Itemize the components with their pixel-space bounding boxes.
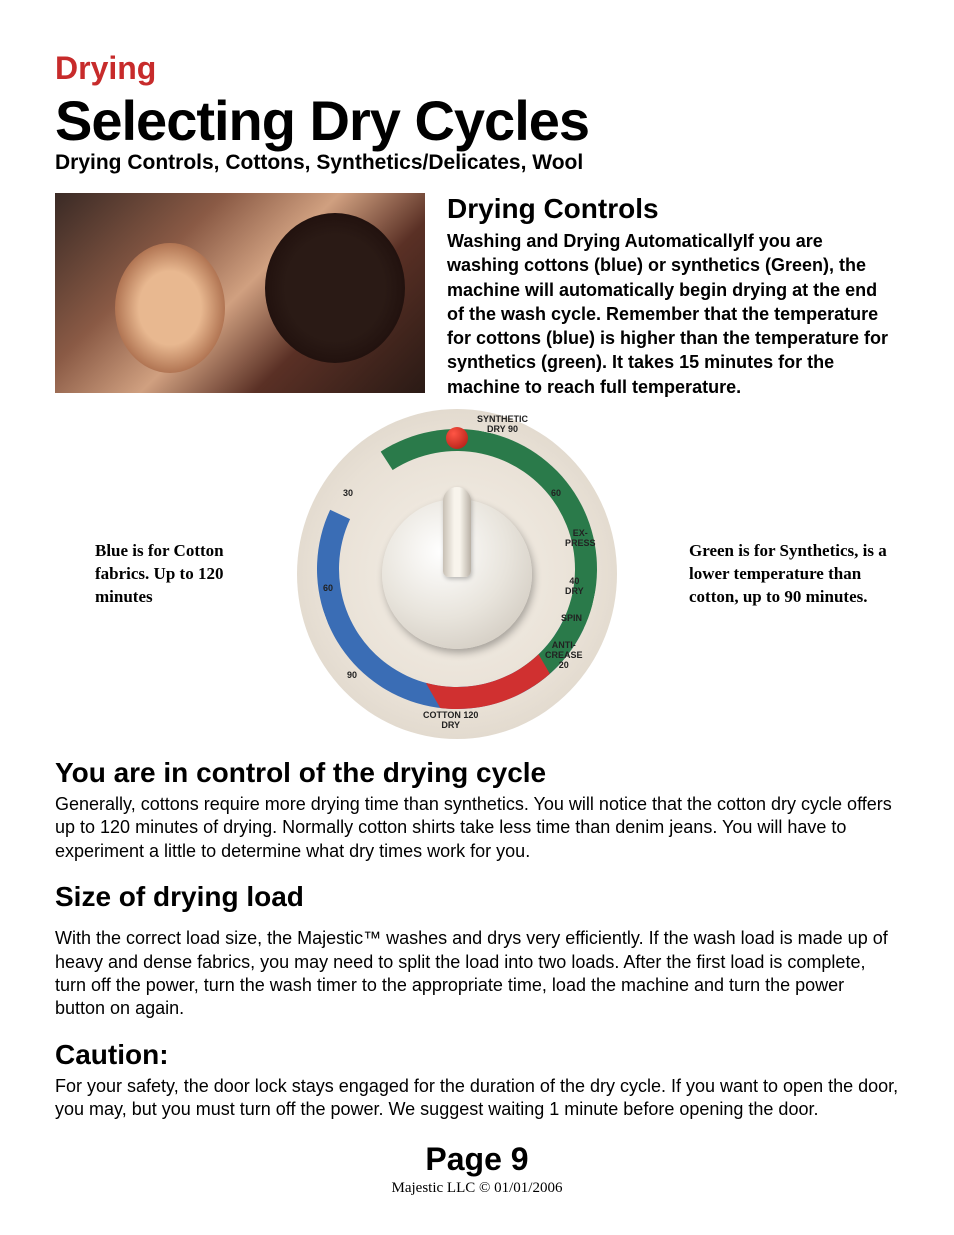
dial-knob bbox=[382, 499, 532, 649]
dial-label-30: 30 bbox=[343, 489, 353, 499]
drying-controls-body: Washing and Drying AutomaticallyIf you a… bbox=[447, 229, 899, 399]
dial-label-anticrease: ANTI- CREASE 20 bbox=[545, 641, 583, 671]
dial-caption-left: Blue is for Cotton fabrics. Up to 120 mi… bbox=[55, 540, 225, 609]
section-label: Drying bbox=[55, 50, 899, 87]
top-row: Drying Controls Washing and Drying Autom… bbox=[55, 193, 899, 399]
copyright-line: Majestic LLC © 01/01/2006 bbox=[0, 1180, 954, 1197]
dial-label-40dry: 40 DRY bbox=[565, 577, 584, 597]
control-heading: You are in control of the drying cycle bbox=[55, 757, 899, 789]
drying-controls-block: Drying Controls Washing and Drying Autom… bbox=[447, 193, 899, 399]
dial-label-60g: 60 bbox=[551, 489, 561, 499]
control-body: Generally, cottons require more drying t… bbox=[55, 793, 899, 863]
drying-controls-heading: Drying Controls bbox=[447, 193, 899, 225]
page-footer: Page 9 Majestic LLC © 01/01/2006 bbox=[0, 1141, 954, 1197]
dial-label-synthetic: SYNTHETIC DRY 90 bbox=[477, 415, 528, 435]
dial-caption-right: Green is for Synthetics, is a lower temp… bbox=[689, 540, 899, 609]
size-body: With the correct load size, the Majestic… bbox=[55, 927, 899, 1021]
dial-label-expr: EX- PRESS bbox=[565, 529, 596, 549]
dial-label-spin: SPIN bbox=[561, 614, 582, 624]
page-number: Page 9 bbox=[0, 1141, 954, 1178]
size-heading: Size of drying load bbox=[55, 881, 899, 913]
caution-body: For your safety, the door lock stays eng… bbox=[55, 1075, 899, 1122]
dial-row: Blue is for Cotton fabrics. Up to 120 mi… bbox=[55, 409, 899, 739]
dial-label-cotton: COTTON 120 DRY bbox=[423, 711, 478, 731]
people-photo bbox=[55, 193, 425, 393]
caution-heading: Caution: bbox=[55, 1039, 899, 1071]
dial-indicator-dot bbox=[446, 427, 468, 449]
page-title: Selecting Dry Cycles bbox=[55, 93, 899, 149]
dial-label-60b: 60 bbox=[323, 584, 333, 594]
dryer-dial-image: SYNTHETIC DRY 90 COTTON 120 DRY 60 EX- P… bbox=[297, 409, 617, 739]
dial-label-90: 90 bbox=[347, 671, 357, 681]
subtitle: Drying Controls, Cottons, Synthetics/Del… bbox=[55, 151, 899, 175]
